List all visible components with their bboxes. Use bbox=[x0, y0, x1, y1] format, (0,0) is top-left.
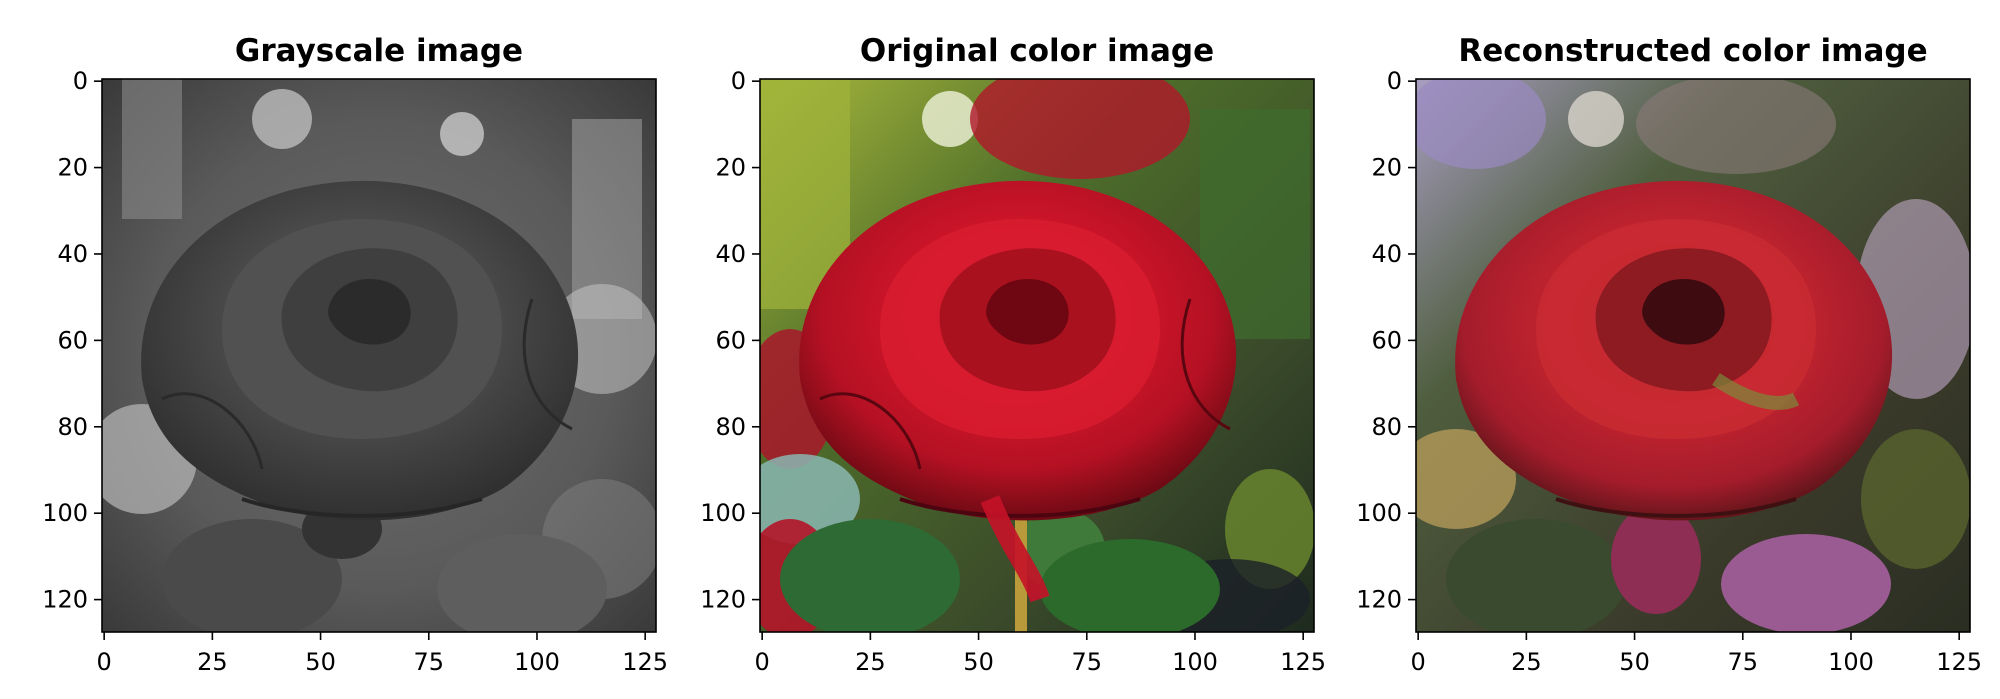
chart-title: Reconstructed color image bbox=[1458, 33, 1927, 69]
y-tick-label: 80 bbox=[1371, 413, 1402, 441]
y-tick-label: 100 bbox=[42, 499, 88, 527]
x-tick-label: 0 bbox=[97, 648, 112, 676]
panel-reconstructed bbox=[1396, 69, 1976, 639]
image-reconstructed bbox=[1396, 69, 1976, 639]
y-tick-label: 40 bbox=[57, 240, 88, 268]
y-tick-label: 100 bbox=[1356, 499, 1402, 527]
chart-title: Original color image bbox=[860, 33, 1214, 69]
y-tick-label: 120 bbox=[1356, 586, 1402, 614]
y-tick-label: 100 bbox=[700, 499, 746, 527]
y-tick-label: 120 bbox=[700, 586, 746, 614]
y-tick-label: 60 bbox=[1371, 326, 1402, 354]
x-tick-label: 125 bbox=[1936, 648, 1982, 676]
x-tick-label: 0 bbox=[1411, 648, 1426, 676]
y-tick-label: 0 bbox=[73, 67, 88, 95]
x-tick-label: 25 bbox=[1511, 648, 1542, 676]
y-tick-label: 40 bbox=[715, 240, 746, 268]
y-tick-label: 0 bbox=[1387, 67, 1402, 95]
y-tick-label: 60 bbox=[57, 326, 88, 354]
y-tick-label: 80 bbox=[57, 413, 88, 441]
image-original bbox=[740, 59, 1315, 639]
y-tick-label: 40 bbox=[1371, 240, 1402, 268]
image-grayscale bbox=[87, 79, 662, 644]
x-tick-label: 75 bbox=[1728, 648, 1759, 676]
x-tick-label: 75 bbox=[1072, 648, 1103, 676]
y-tick-label: 0 bbox=[731, 67, 746, 95]
x-tick-label: 50 bbox=[1619, 648, 1650, 676]
y-tick-label: 20 bbox=[57, 154, 88, 182]
x-tick-label: 25 bbox=[197, 648, 228, 676]
x-tick-label: 100 bbox=[1172, 648, 1218, 676]
x-tick-label: 125 bbox=[1280, 648, 1326, 676]
y-tick-label: 20 bbox=[715, 154, 746, 182]
y-tick-label: 120 bbox=[42, 586, 88, 614]
y-tick-label: 60 bbox=[715, 326, 746, 354]
chart-title: Grayscale image bbox=[235, 33, 523, 69]
y-tick-label: 20 bbox=[1371, 154, 1402, 182]
x-tick-label: 75 bbox=[414, 648, 445, 676]
x-tick-label: 50 bbox=[305, 648, 336, 676]
x-tick-label: 50 bbox=[963, 648, 994, 676]
x-tick-label: 125 bbox=[622, 648, 668, 676]
x-tick-label: 0 bbox=[755, 648, 770, 676]
y-tick-label: 80 bbox=[715, 413, 746, 441]
panel-grayscale bbox=[87, 79, 662, 644]
panel-original bbox=[740, 59, 1315, 639]
x-tick-label: 25 bbox=[855, 648, 886, 676]
x-tick-label: 100 bbox=[514, 648, 560, 676]
x-tick-label: 100 bbox=[1828, 648, 1874, 676]
